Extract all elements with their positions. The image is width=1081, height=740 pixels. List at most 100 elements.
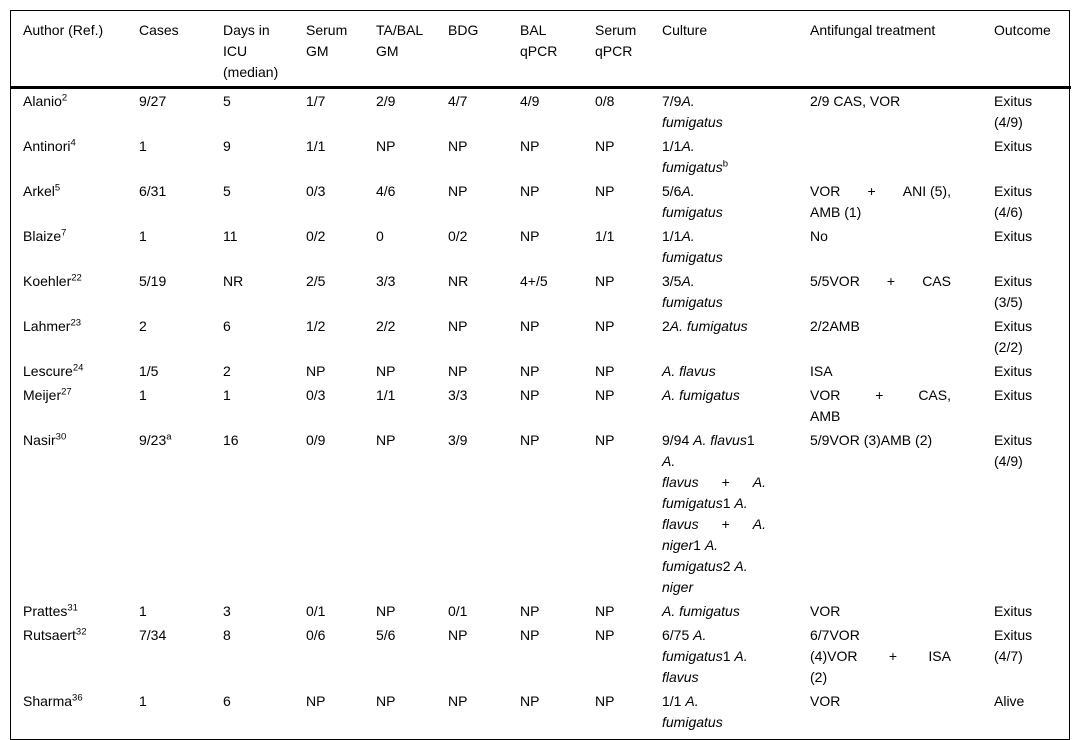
cell-line: Exitus xyxy=(994,627,1033,643)
text-segment: Koehler xyxy=(23,273,72,289)
cell-days-icu: 5 xyxy=(223,179,306,224)
cell-serum-gm: NP xyxy=(306,359,376,383)
cell-cases: 1/5 xyxy=(139,359,223,383)
cell-culture: A. flavus xyxy=(662,359,810,383)
cell-line: NP xyxy=(376,432,396,448)
cell-culture: 1/1A. fumigatusb xyxy=(662,134,810,179)
cell-bdg: 0/1 xyxy=(448,599,520,623)
text-segment: 1/1 xyxy=(662,228,682,244)
cell-line: 3/3 xyxy=(376,273,396,289)
text-segment: CAS xyxy=(922,273,951,289)
cell-culture: 9/94 A. flavus1 A. flavus + A. fumigatus1 A. f… xyxy=(662,428,810,599)
species-name: A. fumigatus xyxy=(669,318,748,334)
cell-serum-qpcr: NP xyxy=(595,428,662,599)
superscript-reference: a xyxy=(166,431,172,443)
cell-line: NP xyxy=(306,363,326,379)
cell-line: NP xyxy=(595,432,615,448)
cell-line: fumigatus1 A. xyxy=(662,493,766,514)
cell-outcome: Exitus xyxy=(994,599,1071,623)
cell-line: 1/5 xyxy=(139,363,159,379)
cell-line: 0/9 xyxy=(306,432,326,448)
cell-days-icu: 3 xyxy=(223,599,306,623)
cell-culture: A. fumigatus xyxy=(662,383,810,428)
cell-line: Rutsaert32 xyxy=(23,625,139,646)
cell-line: 7/34 xyxy=(139,627,167,643)
text-segment: VOR xyxy=(810,387,841,403)
cell-line: 1 xyxy=(223,387,231,403)
cell-line: Sharma36 xyxy=(23,691,139,712)
cell-outcome: Exitus (4/6) xyxy=(994,179,1071,224)
species-name: fumigatus xyxy=(662,294,723,310)
cell-days-icu: 6 xyxy=(223,689,306,739)
cell-line: (median) xyxy=(223,64,279,80)
cell-line: 5/6 xyxy=(376,627,396,643)
cell-cases: 1 xyxy=(139,134,223,179)
cell-line: NP xyxy=(448,138,468,154)
clinical-studies-table: Author (Ref.) Cases Days in ICU (median) Seru… xyxy=(11,11,1071,739)
text-segment: Blaize xyxy=(23,228,62,244)
cell-line: 0/3 xyxy=(306,183,326,199)
cell-line: Exitus xyxy=(994,183,1033,199)
cell-bdg: 0/2 xyxy=(448,224,520,269)
cell-bdg: NP xyxy=(448,314,520,359)
cell-bal-qpcr: NP xyxy=(520,428,595,599)
cell-line: ISA xyxy=(810,363,833,379)
cell-line: 2/9 xyxy=(376,93,396,109)
superscript-reference: 30 xyxy=(55,431,67,443)
cell-line: Exitus xyxy=(994,93,1033,109)
cell-tabal-gm: NP xyxy=(376,428,448,599)
cell-bal-qpcr: NP xyxy=(520,314,595,359)
cell-line: 2A. fumigatus xyxy=(662,316,766,337)
species-name: A. xyxy=(681,183,695,199)
table-row-lescure: Lescure24 1/5 2 NP NP NP NP NP A. flavus ISA Exitu… xyxy=(11,359,1071,383)
cell-serum-qpcr: NP xyxy=(595,689,662,739)
cell-line: 0/8 xyxy=(595,93,615,109)
cell-days-icu: 11 xyxy=(223,224,306,269)
text-segment: + xyxy=(875,387,884,403)
cell-days-icu: 8 xyxy=(223,623,306,689)
cell-line: 0 xyxy=(376,228,384,244)
cell-line: fumigatusb xyxy=(662,157,766,178)
cell-tabal-gm: 1/1 xyxy=(376,383,448,428)
text-segment: + xyxy=(867,183,876,199)
cell-bal-qpcr: NP xyxy=(520,134,595,179)
cell-line: Meijer27 xyxy=(23,385,139,406)
text-segment: ANI (5), xyxy=(902,183,951,199)
cell-antifungal: VOR + ANI (5), AMB (1) xyxy=(810,179,994,224)
cell-line: NP xyxy=(448,183,468,199)
cell-line: 1/1 xyxy=(376,387,396,403)
cell-tabal-gm: 3/3 xyxy=(376,269,448,314)
cell-line: A. flavus xyxy=(662,361,766,382)
species-name: fumigatus xyxy=(662,714,723,730)
cell-line: Arkel5 xyxy=(23,181,139,202)
cell-serum-gm: 1/7 xyxy=(306,88,376,135)
cell-cases: 1 xyxy=(139,383,223,428)
superscript-reference: 4 xyxy=(70,137,76,149)
column-header-tabal-gm: TA/BAL GM xyxy=(376,11,448,89)
cell-line: 5 xyxy=(223,93,231,109)
cell-antifungal: 5/9VOR (3)AMB (2) xyxy=(810,428,994,599)
cell-bdg: 4/7 xyxy=(448,88,520,135)
cell-line: NP xyxy=(595,387,615,403)
cell-line: 4/7 xyxy=(448,93,468,109)
cell-line: 0/2 xyxy=(306,228,326,244)
text-segment: 5/6 xyxy=(662,183,682,199)
cell-line: Exitus xyxy=(994,228,1033,244)
cell-days-icu: 6 xyxy=(223,314,306,359)
species-name: fumigatus xyxy=(662,495,723,511)
species-name: A. xyxy=(685,693,699,709)
cell-bal-qpcr: NP xyxy=(520,179,595,224)
table-row-sharma: Sharma36 1 6 NP NP NP NP NP 1/1 A. fumigatus VOR Al… xyxy=(11,689,1071,739)
cell-line: NP xyxy=(520,138,540,154)
cell-line: 0/2 xyxy=(448,228,468,244)
column-header-serum-gm: Serum GM xyxy=(306,11,376,89)
cell-serum-qpcr: NP xyxy=(595,179,662,224)
cell-bdg: 3/9 xyxy=(448,428,520,599)
column-header-culture: Culture xyxy=(662,11,810,89)
cell-line: 2/9 CAS, VOR xyxy=(810,93,901,109)
species-name: A. xyxy=(681,273,695,289)
table-row-prattes: Prattes31 1 3 0/1 NP 0/1 NP NP A. fumigatus VOR Ex… xyxy=(11,599,1071,623)
cell-line: NP xyxy=(448,363,468,379)
cell-days-icu: NR xyxy=(223,269,306,314)
cell-cases: 9/27 xyxy=(139,88,223,135)
